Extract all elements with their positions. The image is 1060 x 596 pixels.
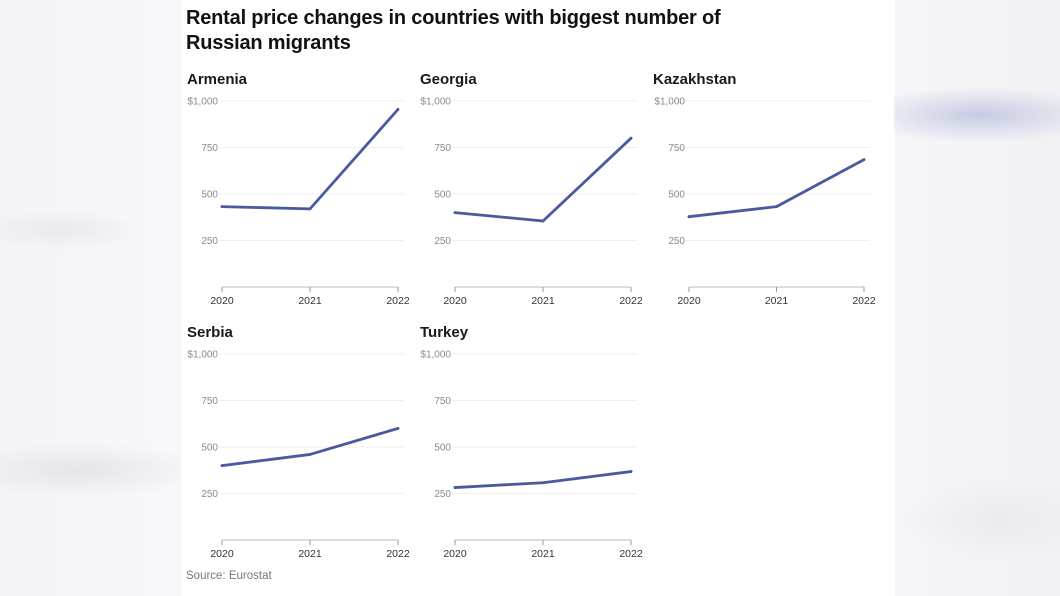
- y-tick-label-turkey-1000: $1,000: [420, 350, 451, 361]
- data-point-georgia-2021: [541, 219, 545, 223]
- data-point-serbia-2021: [308, 453, 312, 456]
- chart-title: Rental price changes in countries with b…: [186, 7, 721, 54]
- x-tick-label-armenia-2020: 2020: [210, 295, 234, 307]
- y-tick-label-armenia-500: 500: [201, 190, 218, 201]
- data-point-kazakhstan-2021: [775, 205, 778, 209]
- source-note: Source: Eurostat: [186, 570, 272, 582]
- data-point-kazakhstan-2022: [862, 158, 866, 161]
- x-tick-label-turkey-2021: 2021: [531, 548, 555, 560]
- x-tick-label-georgia-2022: 2022: [619, 295, 643, 307]
- data-point-georgia-2022: [629, 136, 633, 140]
- x-tick-label-kazakhstan-2020: 2020: [677, 295, 701, 307]
- data-point-armenia-2021: [308, 207, 312, 211]
- y-tick-label-turkey-500: 500: [434, 443, 451, 454]
- x-tick-label-georgia-2020: 2020: [443, 295, 467, 307]
- x-tick-label-kazakhstan-2022: 2022: [852, 295, 876, 307]
- x-tick-label-turkey-2020: 2020: [443, 548, 467, 560]
- data-point-armenia-2020: [220, 205, 224, 209]
- x-tick-label-armenia-2021: 2021: [298, 295, 322, 307]
- data-point-serbia-2020: [220, 464, 224, 467]
- y-tick-label-turkey-250: 250: [434, 489, 451, 500]
- x-tick-label-kazakhstan-2021: 2021: [765, 295, 789, 307]
- x-tick-label-serbia-2021: 2021: [298, 548, 322, 560]
- panel-title-armenia: Armenia: [187, 71, 248, 88]
- x-tick-label-serbia-2022: 2022: [386, 548, 410, 560]
- data-point-turkey-2021: [541, 481, 545, 485]
- y-tick-label-armenia-750: 750: [201, 143, 218, 154]
- panel-title-turkey: Turkey: [420, 324, 469, 341]
- series-line-georgia: [453, 136, 633, 223]
- y-tick-label-georgia-750: 750: [434, 143, 451, 154]
- y-tick-label-serbia-1000: $1,000: [187, 350, 218, 361]
- y-tick-label-georgia-500: 500: [434, 190, 451, 201]
- panel-title-serbia: Serbia: [187, 324, 233, 341]
- data-point-armenia-2022: [396, 107, 400, 111]
- data-point-kazakhstan-2020: [687, 215, 691, 219]
- y-tick-label-kazakhstan-500: 500: [668, 190, 685, 201]
- x-tick-label-turkey-2022: 2022: [619, 548, 643, 560]
- x-tick-label-georgia-2021: 2021: [531, 295, 555, 307]
- y-tick-label-georgia-1000: $1,000: [420, 97, 451, 108]
- y-tick-label-turkey-750: 750: [434, 396, 451, 407]
- series-line-turkey: [453, 470, 633, 489]
- y-tick-label-serbia-750: 750: [201, 396, 218, 407]
- data-point-turkey-2020: [453, 486, 457, 489]
- y-tick-label-kazakhstan-1000: $1,000: [654, 97, 685, 108]
- panel-title-georgia: Georgia: [420, 71, 477, 88]
- series-line-kazakhstan: [687, 158, 866, 219]
- y-tick-label-serbia-500: 500: [201, 443, 218, 454]
- y-tick-label-armenia-1000: $1,000: [187, 97, 218, 108]
- panel-title-kazakhstan: Kazakhstan: [653, 71, 737, 88]
- data-point-serbia-2022: [396, 427, 400, 430]
- y-tick-label-kazakhstan-750: 750: [668, 143, 685, 154]
- y-tick-label-georgia-250: 250: [434, 236, 451, 247]
- data-point-georgia-2020: [453, 211, 457, 215]
- x-tick-label-serbia-2020: 2020: [210, 548, 234, 560]
- x-tick-label-armenia-2022: 2022: [386, 295, 410, 307]
- chart-card: [182, 0, 894, 596]
- y-tick-label-armenia-250: 250: [201, 236, 218, 247]
- data-point-turkey-2022: [629, 470, 633, 473]
- y-tick-label-kazakhstan-250: 250: [668, 236, 685, 247]
- y-tick-label-serbia-250: 250: [201, 489, 218, 500]
